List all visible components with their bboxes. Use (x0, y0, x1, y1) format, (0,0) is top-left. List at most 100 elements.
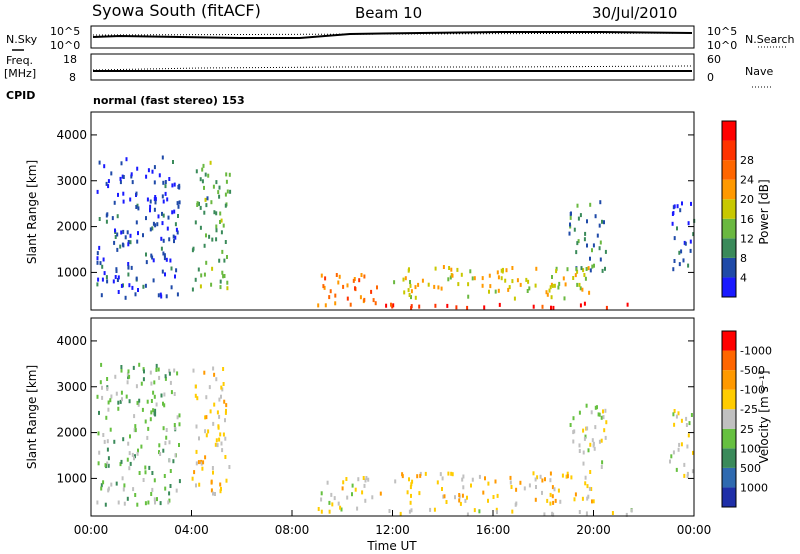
range-cell (177, 185, 180, 189)
range-cell (588, 290, 591, 295)
range-cell (168, 498, 171, 503)
range-cell (218, 437, 221, 442)
range-cell (150, 381, 153, 386)
range-cell (120, 365, 123, 369)
range-cell (363, 297, 366, 302)
colorbar-segment (722, 487, 736, 507)
range-cell (466, 495, 468, 500)
range-cell (601, 460, 604, 465)
range-cell (220, 385, 223, 390)
range-cell (592, 499, 595, 504)
range-cell (221, 270, 224, 275)
range-cell (450, 267, 453, 272)
range-cell (119, 180, 122, 185)
velocity-colorbar-label: Velocity [m s⁻¹] (757, 370, 771, 463)
range-cell (525, 277, 528, 282)
range-cell (116, 232, 119, 237)
range-cell (351, 492, 353, 497)
range-cell (471, 276, 474, 281)
range-cell (410, 493, 412, 498)
range-cell (159, 452, 162, 456)
y-tick-label: 2000 (56, 426, 87, 440)
range-cell (153, 394, 156, 399)
range-cell (129, 434, 131, 439)
range-cell (120, 230, 123, 235)
range-cell (166, 197, 169, 202)
range-cell (144, 470, 147, 475)
colorbar-tick-label: 8 (740, 252, 747, 265)
range-cell (200, 461, 203, 466)
range-cell (202, 460, 205, 465)
range-cell (681, 201, 683, 206)
range-cell (370, 289, 373, 294)
range-cell (411, 479, 414, 484)
velocity-colorbar: 1000 500 100 25 -25 -100 -500 -1000 (721, 330, 772, 508)
range-cell (212, 491, 214, 496)
range-cell (550, 305, 552, 310)
range-cell (587, 494, 590, 499)
range-cell (469, 269, 472, 274)
range-cell (677, 447, 680, 452)
range-cell (162, 213, 165, 218)
range-cell (196, 396, 199, 401)
range-cell (138, 398, 141, 403)
range-cell (508, 285, 511, 290)
range-cell (678, 262, 681, 267)
x-tick-label: 08:00 (275, 523, 310, 537)
range-cell (142, 233, 144, 238)
range-cell (582, 268, 585, 273)
range-cell (133, 414, 136, 419)
range-cell (133, 456, 135, 461)
range-cell (120, 368, 123, 373)
range-cell (685, 416, 688, 421)
range-cell (214, 492, 216, 496)
range-cell (673, 422, 676, 427)
range-cell (98, 245, 101, 250)
range-cell (104, 502, 107, 507)
range-cell (346, 296, 349, 301)
range-cell (162, 401, 164, 406)
range-cell (549, 492, 552, 497)
range-cell (144, 501, 147, 506)
range-cell (409, 485, 412, 490)
range-cell (100, 483, 103, 488)
range-cell (135, 276, 138, 281)
range-cell (676, 204, 679, 209)
range-cell (122, 283, 124, 288)
range-cell (109, 427, 112, 432)
range-cell (578, 449, 581, 453)
range-cell (532, 304, 535, 309)
range-cell (509, 480, 512, 485)
range-cell (191, 476, 194, 481)
range-cell (211, 237, 214, 242)
range-cell (546, 292, 549, 297)
range-cell (208, 385, 211, 390)
cpid-mode: normal (fast stereo) 153 (93, 94, 245, 107)
range-cell (584, 475, 587, 480)
range-cell (337, 280, 340, 285)
range-cell (123, 501, 126, 506)
range-cell (219, 489, 222, 494)
range-cell (134, 493, 137, 497)
range-cell (588, 486, 591, 491)
range-cell (152, 221, 155, 226)
range-cell (492, 495, 495, 499)
range-cell (496, 270, 499, 275)
range-cell (226, 189, 229, 194)
range-cell (202, 163, 205, 168)
colorbar-segment (722, 350, 736, 371)
range-cell (553, 283, 556, 288)
range-cell (394, 479, 397, 484)
range-cell (442, 265, 445, 269)
range-cell (225, 172, 228, 177)
range-cell (539, 474, 542, 479)
range-cell (461, 477, 464, 482)
range-cell (157, 367, 160, 372)
range-cell (120, 459, 123, 464)
range-cell (672, 450, 675, 455)
range-cell (439, 472, 442, 477)
station-title: Syowa South (fitACF) (92, 1, 261, 20)
range-cell (686, 474, 689, 479)
colorbar-segment (722, 218, 736, 239)
range-cell (195, 483, 197, 488)
